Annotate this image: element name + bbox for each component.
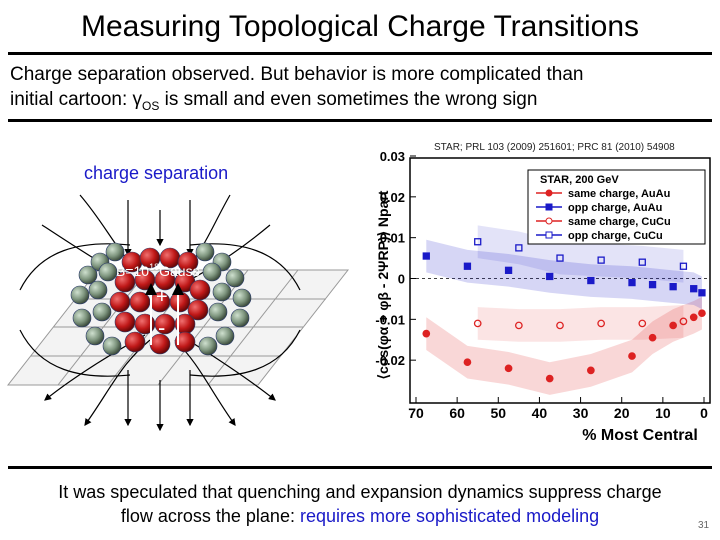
slide-title: Measuring Topological Charge Transitions xyxy=(80,10,640,43)
y-tick-label: 0.03 xyxy=(380,149,405,164)
x-tick-label: 30 xyxy=(573,405,589,421)
axis-ticks: 0.03 0.02 0.01 0 -0.01 -0.02 70 60 50 40 30 20 10 0 xyxy=(375,149,708,421)
data-point xyxy=(587,276,595,285)
data-point xyxy=(638,258,646,266)
subtitle-line-1: Charge separation observed. But behavior… xyxy=(10,64,584,85)
data-point xyxy=(628,352,636,360)
x-tick-label: 70 xyxy=(408,405,424,421)
magnetic-field-lines xyxy=(19,194,301,432)
legend-entry: same charge, CuCu xyxy=(568,216,671,228)
y-tick-label: 0.02 xyxy=(380,190,405,205)
legend-entry: opp charge, AuAu xyxy=(568,202,662,214)
b-field-exponent: 18 xyxy=(149,262,159,272)
x-tick-label: 0 xyxy=(700,405,708,421)
data-point xyxy=(689,313,698,322)
footer-line-1: It was speculated that quenching and exp… xyxy=(58,482,662,502)
data-point xyxy=(679,262,688,270)
colliding-nuclei xyxy=(70,242,252,356)
page-number: 31 xyxy=(698,520,710,531)
x-tick-label: 10 xyxy=(655,405,671,421)
x-tick-label: 50 xyxy=(490,405,506,421)
data-point xyxy=(504,266,513,274)
legend-title: STAR, 200 GeV xyxy=(540,174,619,186)
data-point xyxy=(504,364,513,373)
footer-line-2-blue: requires more sophisticated modeling xyxy=(299,506,600,526)
data-point xyxy=(597,319,605,328)
data-point xyxy=(698,309,706,318)
data-point xyxy=(515,244,523,252)
subtitle-line-2: initial cartoon: γOS is small and even s… xyxy=(10,87,584,119)
b-field-unit: Gauss xyxy=(159,263,199,279)
data-point xyxy=(638,319,647,328)
data-point xyxy=(698,289,706,297)
footer-divider xyxy=(8,466,712,469)
data-point xyxy=(679,317,688,326)
legend-marker xyxy=(545,217,553,225)
data-point xyxy=(628,278,636,287)
data-point xyxy=(669,283,677,291)
data-point xyxy=(556,254,564,262)
data-point xyxy=(473,319,482,328)
systematic-bands xyxy=(426,225,702,395)
subtitle-line-2-end: is small and even sometimes the wrong si… xyxy=(159,89,538,110)
y-tick-label: 0 xyxy=(398,272,405,287)
data-point xyxy=(463,358,472,367)
chart-ylabel: ⟨cos(φα + φβ - 2ΨRP)⟩ Npart xyxy=(375,190,391,379)
band-1 xyxy=(426,239,702,310)
gamma-subscript: OS xyxy=(142,98,160,113)
data-point xyxy=(422,252,430,260)
minus-sign: - xyxy=(158,315,165,340)
data-point xyxy=(669,321,677,330)
data-markers xyxy=(422,238,706,383)
data-point xyxy=(556,321,564,330)
legend-entry: opp charge, CuCu xyxy=(568,230,663,242)
subtitle: Charge separation observed. But behavior… xyxy=(10,62,584,119)
cartoon-label: charge separation xyxy=(84,163,229,183)
chart-xlabel: % Most Central xyxy=(582,427,698,444)
legend-marker xyxy=(545,189,553,197)
band-2 xyxy=(477,305,684,342)
x-tick-label: 20 xyxy=(614,405,630,421)
data-point xyxy=(545,374,554,383)
data-point xyxy=(690,285,698,293)
data-point xyxy=(648,333,657,342)
y-tick-label: 0.01 xyxy=(380,231,405,246)
data-point xyxy=(546,272,554,281)
reaction-plane-grid xyxy=(6,269,350,386)
footer-text: It was speculated that quenching and exp… xyxy=(0,480,720,528)
b-field-pre: B=10 xyxy=(116,263,149,279)
footer-line-2-black: flow across the plane: xyxy=(120,506,300,526)
data-point xyxy=(587,366,595,375)
legend-entry: same charge, AuAu xyxy=(568,188,670,200)
subtitle-divider xyxy=(8,119,712,122)
legend-marker xyxy=(545,231,553,239)
data-point xyxy=(422,329,431,338)
chart-legend: STAR, 200 GeV same charge, AuAu opp charge… xyxy=(527,169,706,245)
reference-citation: STAR; PRL 103 (2009) 251601; PRC 81 (201… xyxy=(434,142,675,153)
b-field-label: B=1018Gauss xyxy=(116,262,200,279)
legend-box xyxy=(527,169,706,245)
data-point xyxy=(515,321,523,330)
data-point xyxy=(597,256,605,264)
y-tick-label: -0.02 xyxy=(375,353,405,368)
band-0 xyxy=(426,296,702,395)
band-3 xyxy=(477,225,684,283)
data-point xyxy=(463,262,472,270)
title-divider xyxy=(8,52,712,55)
x-tick-label: 40 xyxy=(532,405,548,421)
plus-sign: + xyxy=(156,286,168,308)
data-point xyxy=(648,280,657,289)
y-tick-label: -0.01 xyxy=(375,312,405,327)
subtitle-line-2-start: initial cartoon: γ xyxy=(10,89,143,110)
plot-frame xyxy=(409,157,711,404)
footer-line-2: flow across the plane: requires more sop… xyxy=(0,504,720,528)
legend-marker xyxy=(545,203,553,211)
data-point xyxy=(474,238,482,246)
x-tick-label: 60 xyxy=(449,405,465,421)
